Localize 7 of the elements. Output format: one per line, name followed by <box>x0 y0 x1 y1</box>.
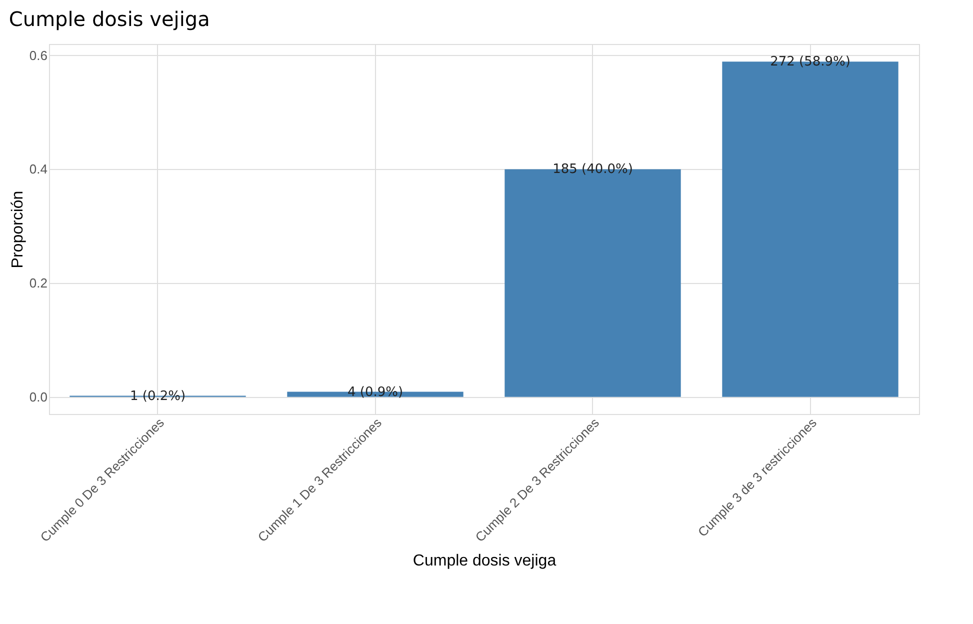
y-tick-label: 0.4 <box>29 162 48 177</box>
y-tick-label: 0.2 <box>29 276 48 291</box>
y-tick-label: 0.0 <box>29 389 48 404</box>
y-tick-label: 0.6 <box>29 48 48 63</box>
x-axis-title: Cumple dosis vejiga <box>412 552 556 570</box>
chart-title: Cumple dosis vejiga <box>8 7 210 31</box>
y-axis-title: Proporción <box>9 190 26 268</box>
